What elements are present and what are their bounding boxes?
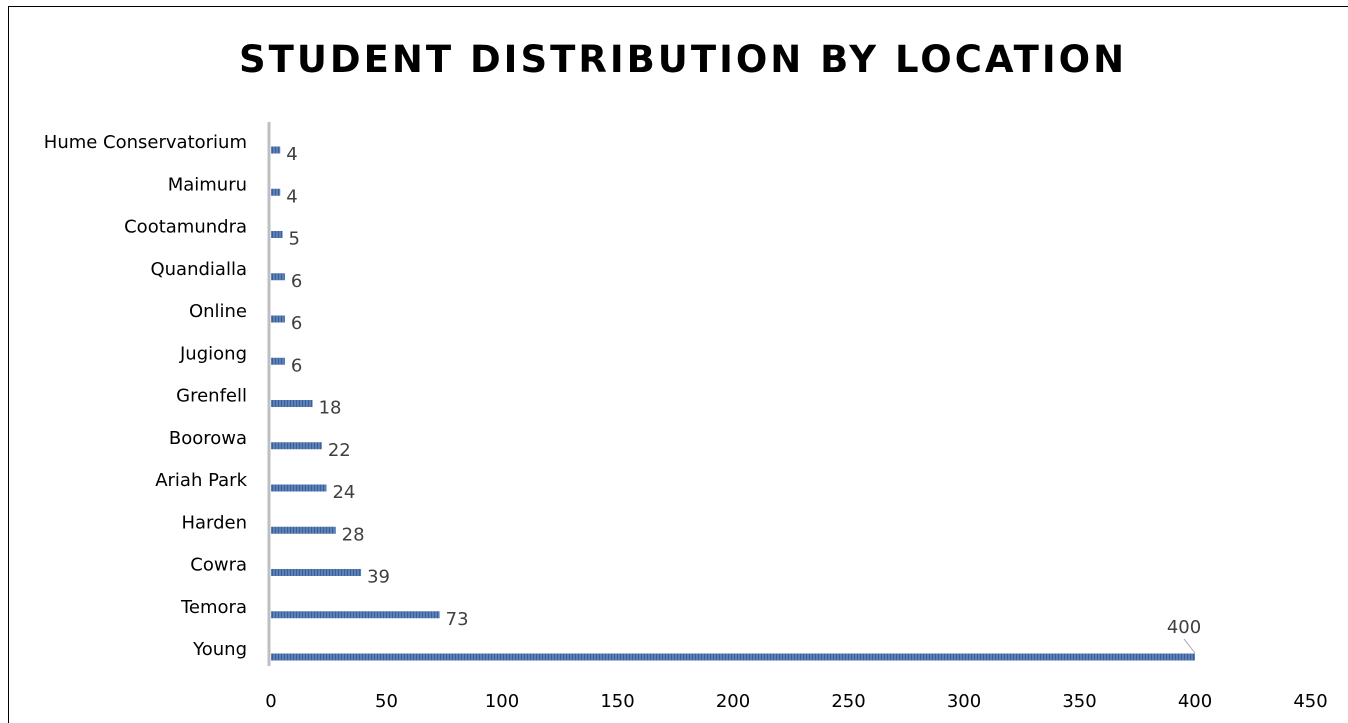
x-tick-label: 100 xyxy=(485,691,519,712)
category-label: Boorowa xyxy=(169,428,247,449)
category-label: Quandialla xyxy=(150,259,247,280)
x-tick-label: 250 xyxy=(831,691,865,712)
x-tick-label: 50 xyxy=(375,691,398,712)
x-tick-label: 450 xyxy=(1293,691,1327,712)
x-tick-label: 150 xyxy=(600,691,634,712)
data-label: 5 xyxy=(289,229,300,250)
x-tick-label: 200 xyxy=(716,691,750,712)
chart-frame xyxy=(8,6,1348,723)
x-tick-label: 300 xyxy=(947,691,981,712)
bar xyxy=(271,611,440,619)
category-label: Cootamundra xyxy=(124,217,247,238)
data-label: 18 xyxy=(319,398,342,419)
data-label: 39 xyxy=(367,567,390,588)
bar xyxy=(271,273,285,281)
bar xyxy=(271,231,283,238)
category-label: Cowra xyxy=(190,555,247,576)
data-label: 4 xyxy=(286,186,297,207)
x-tick-label: 0 xyxy=(265,691,276,712)
data-label: 28 xyxy=(342,524,365,545)
data-label: 24 xyxy=(332,482,355,503)
x-tick-label: 400 xyxy=(1178,691,1212,712)
bar xyxy=(271,400,313,407)
category-label: Online xyxy=(189,301,247,322)
category-label: Temora xyxy=(180,597,247,618)
category-label: Grenfell xyxy=(176,386,247,407)
bar xyxy=(271,357,285,365)
category-label: Harden xyxy=(181,512,247,533)
data-label: 4 xyxy=(286,144,297,165)
x-tick-label: 350 xyxy=(1062,691,1096,712)
data-label: 6 xyxy=(291,355,302,376)
data-label: 73 xyxy=(446,609,469,630)
bar xyxy=(271,315,285,323)
category-label: Ariah Park xyxy=(155,470,247,491)
leader-line xyxy=(1183,638,1196,654)
category-label: Hume Conservatorium xyxy=(44,132,247,153)
bar xyxy=(271,526,336,534)
bar xyxy=(271,653,1195,661)
bar xyxy=(271,569,362,576)
chart-title: STUDENT DISTRIBUTION BY LOCATION xyxy=(238,38,1128,81)
bar xyxy=(271,442,322,450)
bar xyxy=(271,188,281,196)
category-label: Young xyxy=(192,639,247,660)
category-label: Jugiong xyxy=(179,343,247,364)
data-label: 6 xyxy=(291,313,302,334)
category-label: Maimuru xyxy=(168,174,247,195)
data-label: 22 xyxy=(328,440,351,461)
data-label: 6 xyxy=(291,271,302,292)
bar xyxy=(271,484,327,492)
data-label: 400 xyxy=(1167,617,1201,638)
bar xyxy=(271,146,281,154)
